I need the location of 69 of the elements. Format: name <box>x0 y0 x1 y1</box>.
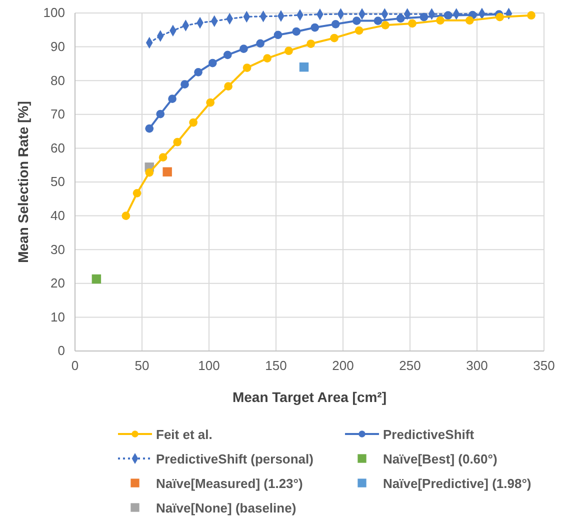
point <box>274 30 282 40</box>
legend-label: Naïve[None] (baseline) <box>156 500 296 516</box>
point <box>381 20 390 30</box>
point <box>242 64 252 72</box>
x-tick-label: 250 <box>399 358 421 374</box>
point <box>194 68 202 76</box>
point <box>374 16 382 25</box>
point <box>156 110 165 118</box>
point <box>132 188 142 198</box>
point <box>158 153 168 162</box>
point <box>420 12 428 22</box>
x-tick-label: 350 <box>533 358 555 374</box>
legend-label: Feit et al. <box>156 427 212 442</box>
point <box>299 62 309 72</box>
x-tick-label: 50 <box>134 358 150 374</box>
point <box>208 58 217 68</box>
y-tick-label: 40 <box>50 208 65 223</box>
point <box>444 11 452 20</box>
y-tick-label: 60 <box>50 140 65 156</box>
point <box>292 27 301 36</box>
point <box>331 20 340 28</box>
point <box>436 16 444 25</box>
x-tick-label: 150 <box>265 358 287 374</box>
point <box>173 138 182 146</box>
x-tick-label: 0 <box>71 358 79 374</box>
point <box>263 54 272 62</box>
point <box>496 12 504 22</box>
legend-label: PredictiveShift (personal) <box>156 452 314 466</box>
point <box>92 274 102 284</box>
y-tick-label: 10 <box>50 309 65 324</box>
x-axis-title: Mean Target Area [cm²] <box>232 389 387 405</box>
point <box>408 19 416 28</box>
point <box>206 98 215 107</box>
point <box>284 46 293 56</box>
y-axis-title: Mean Selection Rate [%] <box>15 101 31 263</box>
point <box>527 11 536 20</box>
x-tick-label: 300 <box>466 358 488 374</box>
x-tick-label: 100 <box>198 358 220 374</box>
point <box>256 39 265 48</box>
y-tick-label: 70 <box>50 106 65 122</box>
point <box>240 44 248 54</box>
point <box>145 168 154 177</box>
point <box>310 23 320 32</box>
y-tick-label: 50 <box>50 174 65 190</box>
point <box>189 118 198 127</box>
point <box>224 82 232 91</box>
legend-label: Naïve[Predictive] (1.98°) <box>383 476 532 491</box>
y-tick-label: 90 <box>50 38 65 54</box>
point <box>223 50 232 60</box>
legend-label: Naïve[Best] (0.60°) <box>383 452 498 466</box>
y-tick-label: 0 <box>58 343 65 358</box>
point <box>168 94 176 104</box>
point <box>162 167 172 176</box>
x-tick-label: 200 <box>332 358 354 374</box>
point <box>306 40 316 48</box>
y-tick-label: 80 <box>50 72 65 88</box>
point <box>352 16 361 25</box>
y-tick-label: 100 <box>43 5 65 20</box>
point <box>465 16 474 25</box>
point <box>180 80 189 88</box>
y-tick-label: 20 <box>50 276 65 291</box>
legend-label: PredictiveShift <box>383 427 475 442</box>
legend-label: Naïve[Measured] (1.23°) <box>156 476 303 491</box>
point <box>145 124 154 133</box>
y-tick-label: 30 <box>50 242 65 257</box>
point <box>330 34 338 42</box>
point <box>396 14 405 23</box>
point <box>122 212 130 220</box>
point <box>354 26 364 35</box>
